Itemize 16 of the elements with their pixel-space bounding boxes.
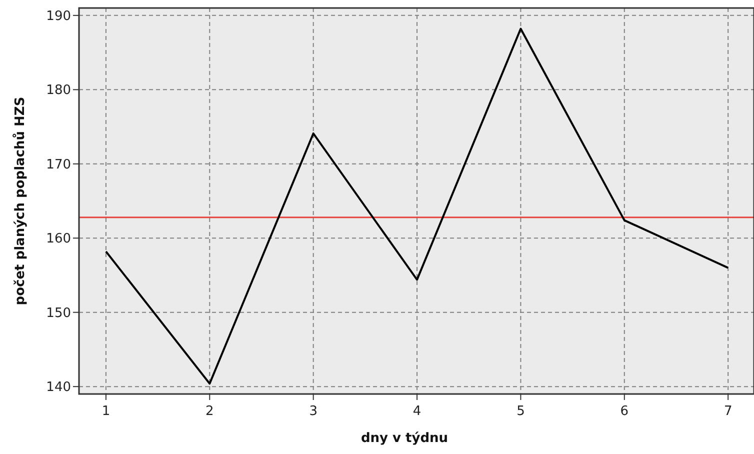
y-tick-label: 180 <box>46 83 71 98</box>
line-series <box>104 28 730 385</box>
x-axis-title: dny v týdnu <box>360 431 448 446</box>
y-axis-title: počet planých poplachů HZS <box>12 96 28 306</box>
x-tick-label: 1 <box>102 404 110 419</box>
y-tick-label: 160 <box>46 232 71 247</box>
x-tick-label: 3 <box>309 404 318 419</box>
y-tick-label: 170 <box>46 157 71 172</box>
x-tick-label: 6 <box>620 404 629 419</box>
y-tick-label: 190 <box>46 8 71 24</box>
y-tick-label: 140 <box>46 380 71 396</box>
x-tick-label: 2 <box>206 404 214 419</box>
x-tick-label: 4 <box>412 404 422 419</box>
y-tick-label: 150 <box>46 306 71 321</box>
x-tick-label: 7 <box>724 404 732 419</box>
x-tick-label: 5 <box>516 404 525 419</box>
